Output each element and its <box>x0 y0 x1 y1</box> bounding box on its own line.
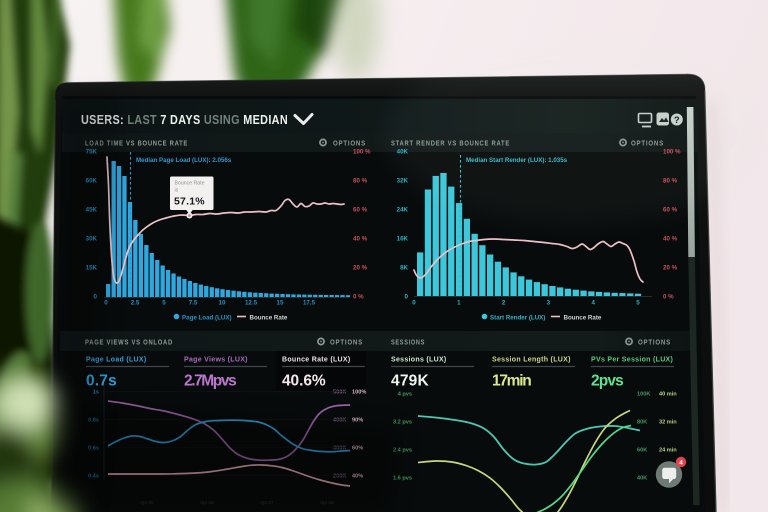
svg-text:32K: 32K <box>397 178 409 185</box>
svg-text:0: 0 <box>405 294 409 301</box>
svg-text:Page Load (LUX): Page Load (LUX) <box>182 315 232 322</box>
svg-text:24K: 24K <box>397 207 409 214</box>
svg-text:100%: 100% <box>352 390 366 396</box>
svg-text:7.5: 7.5 <box>189 300 198 307</box>
svg-text:OPTIONS: OPTIONS <box>638 338 671 347</box>
svg-text:60K: 60K <box>637 448 647 454</box>
svg-text:17min: 17min <box>492 373 532 390</box>
svg-text:100 %: 100 % <box>353 149 371 156</box>
svg-text:32 min: 32 min <box>659 420 677 426</box>
svg-text:57.1%: 57.1% <box>174 196 205 208</box>
svg-text:Start Render (LUX): Start Render (LUX) <box>490 315 545 322</box>
svg-text:Bounce Rate: Bounce Rate <box>175 181 205 187</box>
svg-text:Bounce Rate: Bounce Rate <box>250 315 288 322</box>
svg-text:Page Views (LUX): Page Views (LUX) <box>184 357 248 364</box>
svg-text:Sessions (LUX): Sessions (LUX) <box>391 357 447 364</box>
svg-text:2: 2 <box>502 300 506 307</box>
svg-text:80 %: 80 % <box>353 178 368 185</box>
svg-text:8K: 8K <box>400 265 408 272</box>
svg-text:500K: 500K <box>333 390 346 396</box>
svg-text:Bounce Rate (LUX): Bounce Rate (LUX) <box>282 357 351 364</box>
svg-text:Median Page Load (LUX): 2.056s: Median Page Load (LUX): 2.056s <box>136 157 232 164</box>
svg-text:90%: 90% <box>352 418 363 424</box>
svg-text:40 %: 40 % <box>353 236 368 243</box>
svg-text:20 %: 20 % <box>663 265 678 272</box>
svg-text:Page Load (LUX): Page Load (LUX) <box>86 357 147 364</box>
svg-text:4 pvs: 4 pvs <box>398 392 412 398</box>
svg-text:40.6%: 40.6% <box>282 373 326 390</box>
svg-text:2pvs: 2pvs <box>591 373 624 390</box>
svg-text:Bounce Rate: Bounce Rate <box>564 315 602 322</box>
svg-text:0: 0 <box>104 300 108 307</box>
svg-text:1: 1 <box>457 300 461 307</box>
svg-text:16K: 16K <box>397 236 409 243</box>
svg-text:40 %: 40 % <box>663 236 678 243</box>
svg-text:Session Length (LUX): Session Length (LUX) <box>492 357 571 364</box>
svg-text:3.2 pvs: 3.2 pvs <box>393 420 412 426</box>
svg-text:479K: 479K <box>391 373 430 390</box>
svg-text:OPTIONS: OPTIONS <box>330 338 363 347</box>
svg-text:OPTIONS: OPTIONS <box>333 139 366 148</box>
svg-text:80K: 80K <box>637 420 647 426</box>
svg-text:10: 10 <box>219 300 226 307</box>
svg-text:is: is <box>175 188 179 194</box>
svg-text:17.5: 17.5 <box>303 300 316 307</box>
svg-text:0 %: 0 % <box>663 294 674 301</box>
svg-text:PVs Per Session (LUX): PVs Per Session (LUX) <box>591 357 673 364</box>
svg-text:2.5: 2.5 <box>131 300 140 307</box>
svg-text:0: 0 <box>412 300 416 307</box>
svg-text:LOAD TIME VS BOUNCE RATE: LOAD TIME VS BOUNCE RATE <box>85 139 188 148</box>
svg-text:12.5: 12.5 <box>245 300 258 307</box>
svg-text:5: 5 <box>162 300 166 307</box>
svg-text:2.4 pvs: 2.4 pvs <box>393 448 412 454</box>
svg-text:100K: 100K <box>637 392 650 398</box>
svg-text:3: 3 <box>547 300 551 307</box>
svg-text:4: 4 <box>679 460 683 467</box>
svg-text:SESSIONS: SESSIONS <box>391 338 425 347</box>
svg-text:40 min: 40 min <box>659 392 677 398</box>
svg-text:PAGE VIEWS VS ONLOAD: PAGE VIEWS VS ONLOAD <box>85 338 173 347</box>
svg-text:5: 5 <box>636 300 640 307</box>
svg-text:400K: 400K <box>333 418 346 424</box>
svg-text:24 min: 24 min <box>659 448 677 454</box>
svg-text:1.6 pvs: 1.6 pvs <box>393 476 412 482</box>
svg-text:20 %: 20 % <box>353 265 368 272</box>
svg-text:2.7Mpvs: 2.7Mpvs <box>184 373 237 390</box>
svg-text:0 %: 0 % <box>353 294 364 301</box>
svg-text:40K: 40K <box>637 476 647 482</box>
svg-text:60 %: 60 % <box>353 207 368 214</box>
svg-text:4: 4 <box>591 300 595 307</box>
svg-text:15: 15 <box>277 300 284 307</box>
